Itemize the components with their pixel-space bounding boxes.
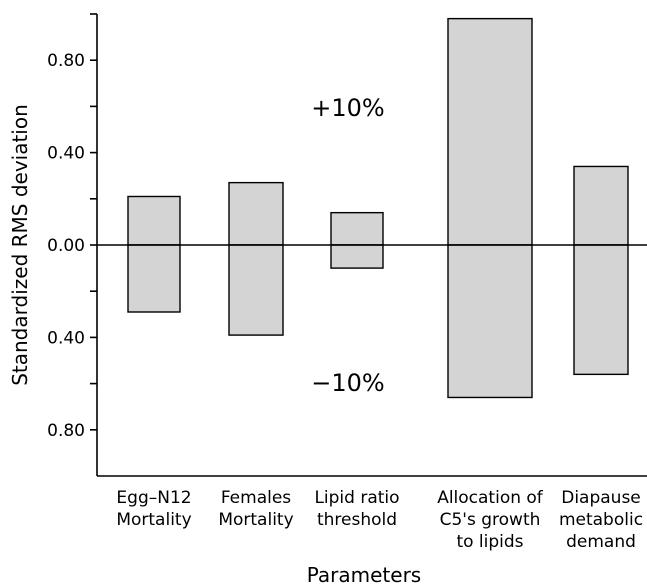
bar-minus-4 (573, 244, 629, 376)
y-tick-label: 0.40 (47, 328, 85, 348)
bar-plus-0 (127, 195, 181, 246)
x-axis-label: Parameters (307, 563, 421, 587)
bar-minus-0 (127, 244, 181, 313)
bars-layer (127, 17, 629, 399)
category-label: Diapause (561, 488, 641, 508)
annotation-minus-10: −10% (311, 369, 384, 397)
bar-plus-4 (573, 165, 629, 246)
bar-minus-2 (330, 244, 384, 269)
category-label: Lipid ratio (314, 488, 399, 508)
bar-plus-1 (228, 181, 284, 246)
category-label: demand (566, 532, 636, 552)
category-label: Egg–N12 (116, 488, 191, 508)
bar-minus-3 (447, 244, 533, 399)
bar-plus-3 (447, 17, 533, 246)
category-label: to lipids (456, 532, 523, 552)
category-label: threshold (317, 510, 397, 530)
y-tick-label: 0.00 (47, 236, 85, 256)
category-label: Mortality (116, 510, 191, 530)
y-tick-label: 0.40 (47, 144, 85, 164)
category-label: metabolic (559, 510, 643, 530)
y-tick-label: 0.80 (47, 51, 85, 71)
category-label: Mortality (218, 510, 293, 530)
annotation-plus-10: +10% (311, 94, 384, 122)
bar-minus-1 (228, 244, 284, 336)
y-tick-label: 0.80 (47, 421, 85, 441)
category-label: C5's growth (440, 510, 541, 530)
y-axis-label: Standardized RMS deviation (8, 104, 32, 386)
y-ticks: 0.80 0.40 0.00 0.40 0.80 (47, 13, 97, 441)
category-label: Females (221, 488, 291, 508)
category-label: Allocation of (437, 488, 544, 508)
bar-plus-2 (330, 211, 384, 246)
